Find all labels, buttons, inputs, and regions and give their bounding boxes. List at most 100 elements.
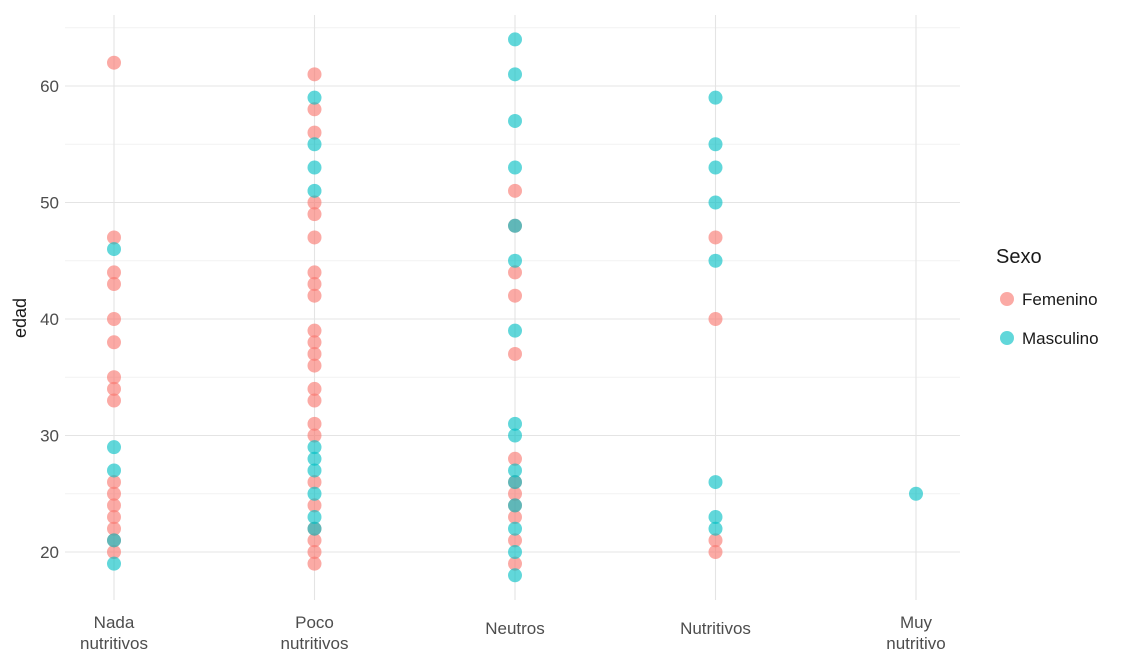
y-tick-label: 60 (40, 77, 59, 96)
point-masculino (508, 416, 522, 431)
point-femenino (107, 475, 121, 490)
legend: Sexo Femenino Masculino (996, 246, 1099, 348)
point-femenino (307, 358, 322, 373)
point-femenino (307, 288, 322, 303)
y-tick-label: 20 (40, 543, 59, 562)
point-femenino (307, 195, 322, 210)
point-femenino (508, 556, 522, 571)
point-femenino (307, 102, 322, 117)
point-masculino (508, 32, 522, 47)
point-femenino (307, 265, 322, 280)
point-femenino (508, 346, 522, 361)
point-masculino (307, 451, 322, 466)
point-masculino (307, 183, 322, 198)
point-masculino (508, 475, 522, 490)
point-masculino (508, 521, 522, 536)
point-masculino (708, 90, 723, 105)
point-masculino (508, 545, 522, 559)
point-masculino (508, 323, 522, 338)
point-masculino (107, 533, 121, 548)
point-femenino (307, 335, 322, 350)
y-tick-label: 30 (40, 427, 59, 446)
x-tick-label: Neutros (485, 619, 545, 638)
point-masculino (508, 253, 522, 268)
point-femenino (508, 486, 522, 501)
point-femenino (708, 230, 723, 245)
point-masculino (307, 90, 322, 105)
point-femenino (307, 545, 322, 559)
point-femenino (307, 67, 322, 82)
point-masculino (508, 218, 522, 233)
point-femenino (107, 370, 121, 385)
point-femenino (107, 335, 121, 350)
point-masculino (708, 160, 723, 175)
point-femenino (107, 545, 121, 559)
point-masculino (307, 510, 322, 525)
y-tick-label: 40 (40, 310, 59, 329)
point-femenino (307, 230, 322, 245)
point-femenino (307, 416, 322, 431)
point-femenino (107, 381, 121, 396)
x-axis-ticks: Nada nutritivos Poco nutritivos Neutros Nutri… (80, 613, 946, 653)
point-femenino (107, 230, 121, 245)
point-femenino (708, 312, 723, 326)
point-femenino (508, 510, 522, 525)
point-masculino (708, 521, 723, 536)
legend-title: Sexo (996, 246, 1042, 268)
point-femenino (307, 346, 322, 361)
point-masculino (708, 253, 723, 268)
point-femenino (307, 428, 322, 443)
data-points (107, 32, 923, 583)
point-femenino (307, 533, 322, 548)
point-masculino (909, 486, 923, 501)
point-masculino (708, 510, 723, 525)
x-tick-label: Nutritivos (680, 619, 751, 638)
point-masculino (708, 475, 723, 490)
point-femenino (307, 475, 322, 490)
point-femenino (708, 545, 723, 559)
point-femenino (307, 393, 322, 408)
x-tick-label: Poco nutritivos (280, 613, 348, 653)
point-femenino (508, 183, 522, 198)
point-masculino (508, 113, 522, 128)
y-axis-ticks: 20 30 40 50 60 (40, 77, 59, 562)
point-femenino (307, 556, 322, 571)
point-femenino (708, 533, 723, 548)
point-femenino (107, 55, 121, 70)
x-tick-label: Muy nutritivo (886, 613, 946, 653)
legend-key-masculino (1000, 331, 1014, 345)
point-masculino (508, 160, 522, 175)
point-femenino (307, 207, 322, 222)
point-femenino (107, 265, 121, 280)
point-femenino (508, 533, 522, 548)
point-masculino (107, 242, 121, 257)
point-masculino (107, 556, 121, 571)
point-femenino (307, 323, 322, 338)
point-masculino (307, 521, 322, 536)
point-masculino (307, 440, 322, 455)
point-masculino (307, 137, 322, 152)
point-femenino (307, 498, 322, 513)
point-masculino (508, 498, 522, 513)
point-masculino (508, 568, 522, 583)
legend-key-femenino (1000, 292, 1014, 306)
y-tick-label: 50 (40, 194, 59, 213)
point-femenino (107, 277, 121, 292)
y-axis-title: edad (10, 298, 30, 338)
point-masculino (307, 160, 322, 175)
point-femenino (107, 486, 121, 501)
point-femenino (107, 393, 121, 408)
point-masculino (708, 195, 723, 210)
point-femenino (107, 521, 121, 536)
legend-label-femenino: Femenino (1022, 290, 1098, 309)
point-masculino (307, 486, 322, 501)
point-femenino (107, 510, 121, 525)
x-tick-label: Nada nutritivos (80, 613, 148, 653)
point-femenino (107, 312, 121, 326)
point-masculino (708, 137, 723, 152)
point-femenino (307, 381, 322, 396)
point-masculino (508, 463, 522, 478)
point-femenino (508, 451, 522, 466)
point-femenino (508, 288, 522, 303)
